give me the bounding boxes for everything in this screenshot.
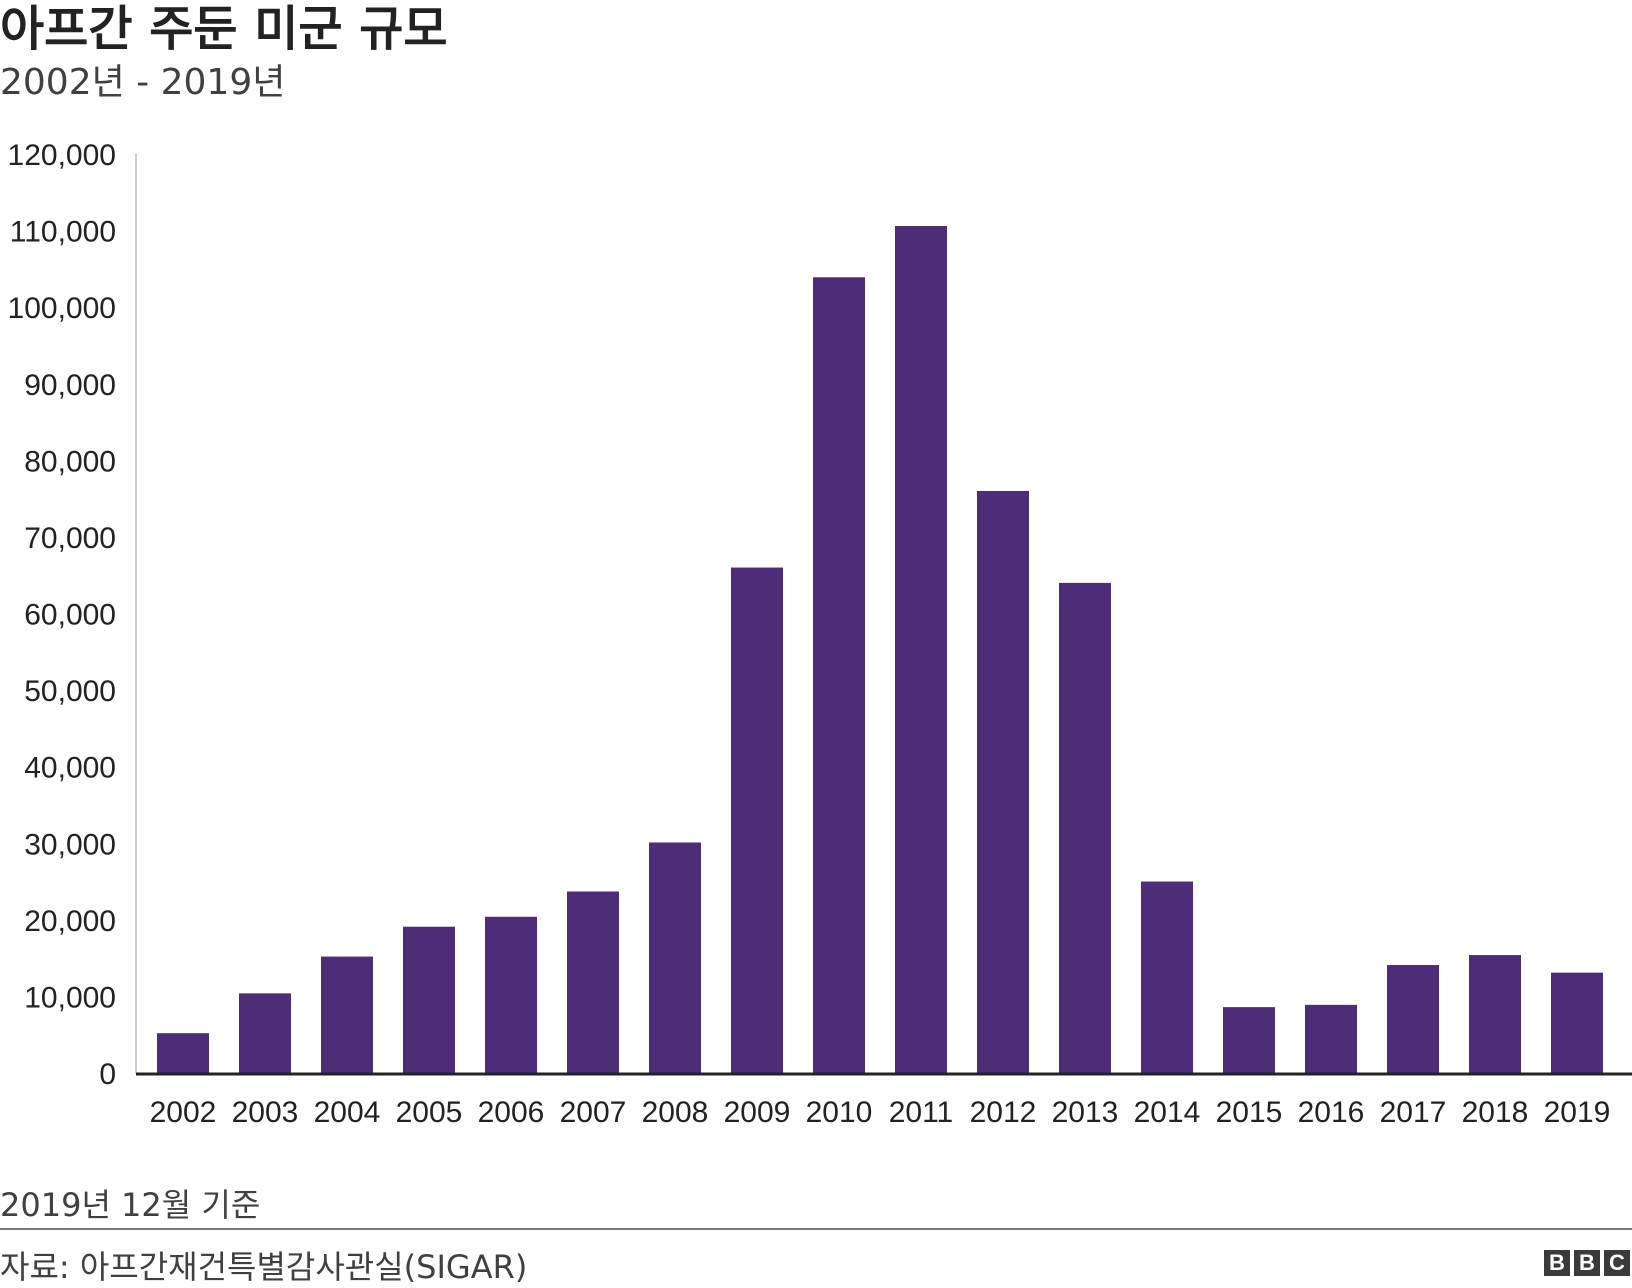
bbc-logo-block: C — [1604, 1250, 1630, 1276]
bar — [1141, 881, 1193, 1073]
x-tick-label: 2014 — [1134, 1096, 1201, 1129]
bar — [731, 567, 783, 1073]
bar — [1469, 955, 1521, 1073]
y-tick-label: 80,000 — [24, 445, 116, 478]
x-tick-label: 2019 — [1544, 1096, 1611, 1129]
bar — [1305, 1004, 1357, 1073]
x-tick-label: 2012 — [970, 1096, 1037, 1129]
y-tick-label: 40,000 — [24, 752, 116, 785]
x-tick-label: 2018 — [1462, 1096, 1529, 1129]
x-tick-label: 2009 — [724, 1096, 791, 1129]
x-tick-label: 2004 — [314, 1096, 381, 1129]
bar — [1059, 582, 1111, 1073]
y-tick-label: 20,000 — [24, 905, 116, 938]
y-tick-label: 10,000 — [24, 981, 116, 1014]
bar — [567, 891, 619, 1073]
x-tick-label: 2005 — [396, 1096, 463, 1129]
bar — [1387, 965, 1439, 1073]
bar — [239, 993, 291, 1073]
x-tick-label: 2017 — [1380, 1096, 1447, 1129]
x-tick-label: 2013 — [1052, 1096, 1119, 1129]
bar — [157, 1033, 209, 1073]
x-tick-label: 2003 — [232, 1096, 299, 1129]
y-tick-label: 110,000 — [10, 216, 116, 249]
y-tick-label: 60,000 — [24, 599, 116, 632]
bar — [895, 225, 947, 1073]
bbc-logo: B B C — [1544, 1250, 1630, 1276]
x-tick-label: 2007 — [560, 1096, 627, 1129]
y-tick-label: 90,000 — [24, 369, 116, 402]
bbc-logo-block: B — [1574, 1250, 1600, 1276]
bbc-logo-block: B — [1544, 1250, 1570, 1276]
data-date-note: 2019년 12월 기준 — [0, 1186, 261, 1224]
chart-subtitle: 2002년 - 2019년 — [0, 62, 286, 103]
bar — [403, 926, 455, 1073]
source-credit: 자료: 아프간재건특별감사관실(SIGAR) — [0, 1248, 528, 1286]
x-tick-label: 2011 — [889, 1096, 954, 1129]
x-tick-label: 2002 — [150, 1096, 217, 1129]
y-tick-label: 50,000 — [24, 675, 116, 708]
x-tick-label: 2015 — [1216, 1096, 1283, 1129]
bar — [485, 916, 537, 1073]
bar-chart: 0 10,000 20,000 30,000 40,000 50,000 60,000 70,… — [8, 139, 1632, 1129]
x-tick-label: 2016 — [1298, 1096, 1365, 1129]
footer-divider — [0, 1228, 1632, 1230]
y-tick-label: 30,000 — [24, 828, 116, 861]
x-tick-label: 2008 — [642, 1096, 709, 1129]
bar — [813, 277, 865, 1073]
x-tick-label: 2006 — [478, 1096, 545, 1129]
x-tick-label: 2010 — [806, 1096, 873, 1129]
y-tick-label: 120,000 — [8, 139, 116, 172]
y-tick-label: 100,000 — [8, 292, 116, 325]
bar — [321, 956, 373, 1073]
bar — [649, 842, 701, 1073]
bar — [1551, 972, 1603, 1073]
y-tick-label: 0 — [99, 1058, 116, 1091]
chart-title: 아프간 주둔 미군 규모 — [0, 1, 448, 57]
bar — [1223, 1007, 1275, 1073]
bar — [977, 490, 1029, 1073]
y-tick-label: 70,000 — [24, 522, 116, 555]
